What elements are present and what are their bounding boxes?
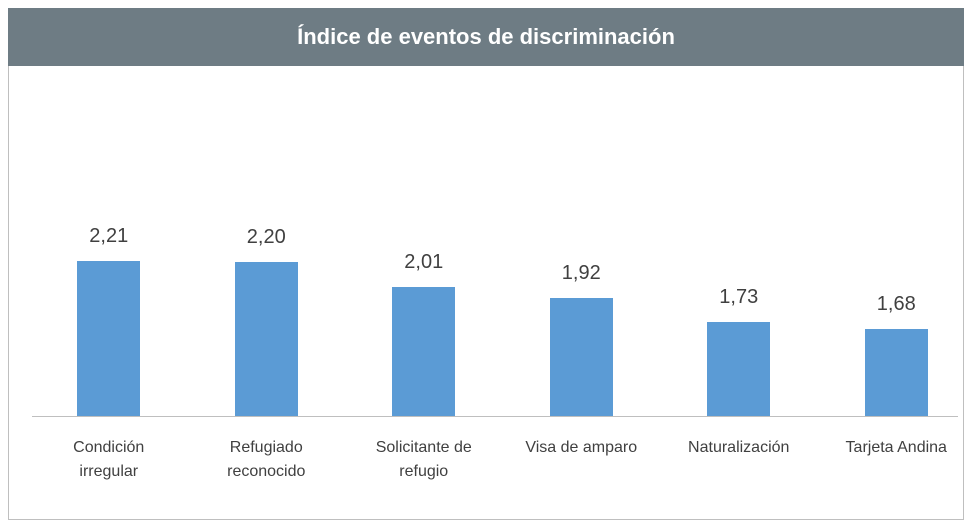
x-tick-label: Visa de amparo	[525, 439, 638, 456]
data-label: 2,20	[246, 226, 286, 249]
data-label: 1,68	[876, 292, 916, 315]
x-axis-line	[32, 416, 958, 417]
bar	[392, 286, 456, 416]
bar	[77, 260, 141, 416]
x-tick-label: Condición irregular	[73, 439, 145, 480]
bar	[549, 298, 613, 416]
bar	[234, 262, 298, 416]
data-label: 1,73	[719, 286, 759, 309]
data-label: 2,01	[404, 250, 444, 273]
data-label: 1,92	[561, 262, 601, 285]
data-label: 2,21	[89, 224, 129, 247]
x-tick-label: Solicitante de refugio	[375, 439, 472, 480]
bar	[707, 322, 771, 416]
x-tick-label: Refugiado reconocido	[227, 439, 306, 480]
bar	[864, 328, 928, 416]
chart-title: Índice de eventos de discriminación	[8, 8, 964, 66]
x-tick-label: Tarjeta Andina	[845, 439, 947, 456]
x-tick-label: Naturalización	[688, 439, 790, 456]
